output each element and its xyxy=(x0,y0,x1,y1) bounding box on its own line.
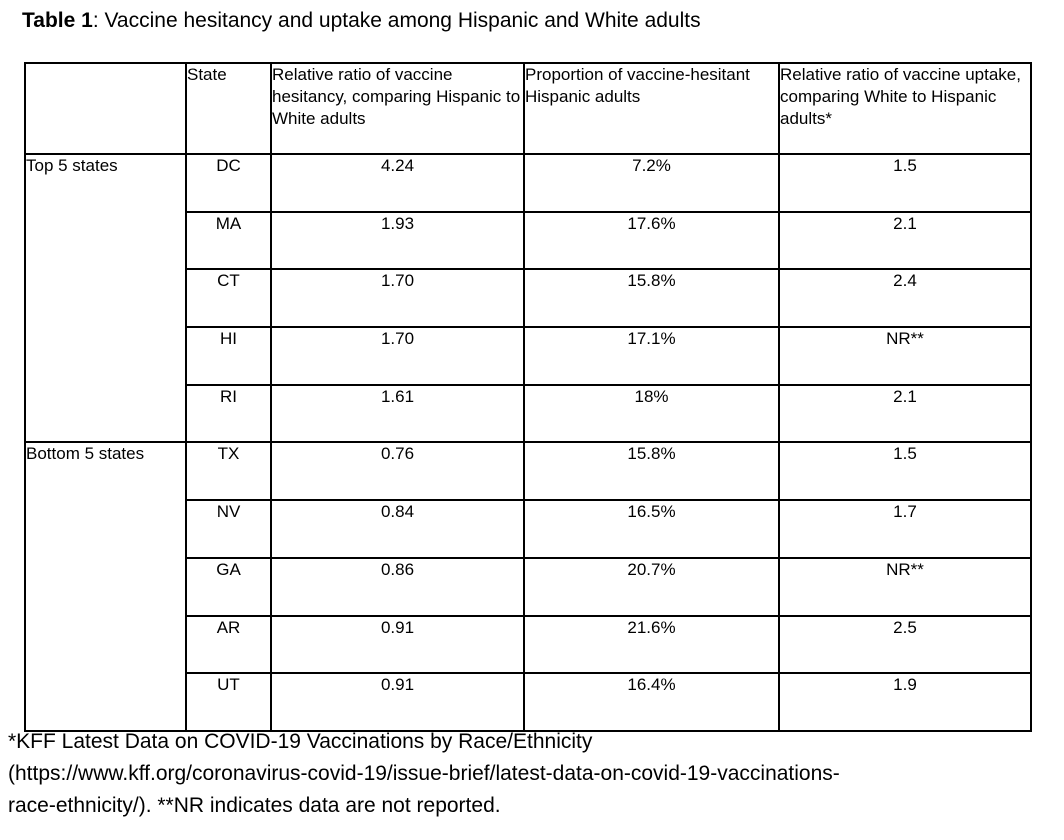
state-cell: RI xyxy=(185,383,272,444)
state-cell: NV xyxy=(185,499,272,559)
hesitant-proportion-cell: 20.7% xyxy=(523,556,780,617)
table-row: Top 5 states DC 4.24 7.2% 1.5 xyxy=(24,152,1032,444)
table-row: RI 1.61 18% 2.1 xyxy=(25,383,1032,444)
hesitancy-ratio-cell: 0.86 xyxy=(270,556,525,617)
footnote: *KFF Latest Data on COVID-19 Vaccination… xyxy=(8,726,1058,822)
uptake-ratio-cell: NR** xyxy=(778,556,1032,617)
header-group-empty xyxy=(24,62,187,155)
hesitancy-ratio-cell: 1.61 xyxy=(270,383,525,444)
state-cell: DC xyxy=(185,153,272,213)
uptake-ratio-cell: 1.9 xyxy=(778,672,1032,732)
hesitant-proportion-cell: 17.6% xyxy=(523,210,780,271)
table-row: NV 0.84 16.5% 1.7 xyxy=(25,499,1032,559)
state-cell: HI xyxy=(185,326,272,386)
footnote-line-3: race-ethnicity/). **NR indicates data ar… xyxy=(8,794,501,817)
hesitant-proportion-cell: 18% xyxy=(523,383,780,444)
table-row: Bottom 5 states TX 0.76 15.8% 1.5 xyxy=(24,441,1032,732)
table-caption-label: Table 1 xyxy=(22,9,93,32)
table-caption-text: : Vaccine hesitancy and uptake among His… xyxy=(92,9,701,32)
header-hesitancy-ratio: Relative ratio of vaccine hesitancy, com… xyxy=(270,62,525,155)
state-cell: CT xyxy=(185,268,272,329)
hesitancy-ratio-cell: 4.24 xyxy=(270,153,525,213)
group-label-top5: Top 5 states xyxy=(24,152,187,444)
hesitant-proportion-cell: 16.5% xyxy=(523,499,780,559)
uptake-ratio-cell: 2.1 xyxy=(778,210,1032,271)
uptake-ratio-cell: 1.5 xyxy=(778,441,1032,502)
footnote-line-2: (https://www.kff.org/coronavirus-covid-1… xyxy=(8,762,840,785)
state-cell: UT xyxy=(185,672,272,732)
hesitancy-ratio-cell: 0.84 xyxy=(270,499,525,559)
uptake-ratio-cell: 1.5 xyxy=(778,153,1032,213)
table-caption: Table 1: Vaccine hesitancy and uptake am… xyxy=(22,8,701,34)
state-cell: GA xyxy=(185,556,272,617)
hesitant-proportion-cell: 16.4% xyxy=(523,672,780,732)
group-label-bottom5: Bottom 5 states xyxy=(24,441,187,732)
uptake-ratio-cell: 2.1 xyxy=(778,383,1032,444)
table-row: UT 0.91 16.4% 1.9 xyxy=(25,672,1032,732)
hesitant-proportion-cell: 15.8% xyxy=(523,268,780,329)
hesitancy-ratio-cell: 1.70 xyxy=(270,268,525,329)
hesitancy-ratio-cell: 1.70 xyxy=(270,326,525,386)
table-row: CT 1.70 15.8% 2.4 xyxy=(25,268,1032,329)
uptake-ratio-cell: 2.5 xyxy=(778,614,1032,675)
hesitancy-ratio-cell: 0.91 xyxy=(270,614,525,675)
table-row: GA 0.86 20.7% NR** xyxy=(25,556,1032,617)
hesitant-proportion-cell: 17.1% xyxy=(523,326,780,386)
state-cell: MA xyxy=(185,210,272,271)
header-row: State Relative ratio of vaccine hesitanc… xyxy=(24,62,1032,155)
uptake-ratio-cell: NR** xyxy=(778,326,1032,386)
header-state: State xyxy=(185,62,272,155)
uptake-ratio-cell: 1.7 xyxy=(778,499,1032,559)
hesitancy-ratio-cell: 0.91 xyxy=(270,672,525,732)
state-cell: TX xyxy=(185,441,272,502)
hesitant-proportion-cell: 7.2% xyxy=(523,153,780,213)
hesitant-proportion-cell: 15.8% xyxy=(523,441,780,502)
hesitant-proportion-cell: 21.6% xyxy=(523,614,780,675)
header-uptake-ratio: Relative ratio of vaccine uptake, compar… xyxy=(778,62,1032,155)
hesitancy-ratio-cell: 0.76 xyxy=(270,441,525,502)
table-row: AR 0.91 21.6% 2.5 xyxy=(25,614,1032,675)
header-hesitant-proportion: Proportion of vaccine-hesitant Hispanic … xyxy=(523,62,780,155)
table-row: MA 1.93 17.6% 2.1 xyxy=(25,210,1032,271)
footnote-line-1: *KFF Latest Data on COVID-19 Vaccination… xyxy=(8,730,593,753)
uptake-ratio-cell: 2.4 xyxy=(778,268,1032,329)
vaccine-table: State Relative ratio of vaccine hesitanc… xyxy=(24,62,1032,732)
hesitancy-ratio-cell: 1.93 xyxy=(270,210,525,271)
state-cell: AR xyxy=(185,614,272,675)
table-row: HI 1.70 17.1% NR** xyxy=(25,326,1032,386)
